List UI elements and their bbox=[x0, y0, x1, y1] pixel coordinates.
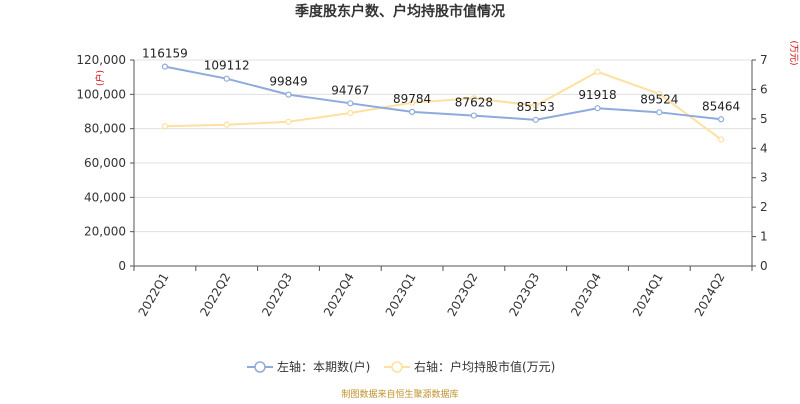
x-axis-tick-label: 2022Q2 bbox=[197, 271, 233, 319]
left-axis-tick-label: 100,000 bbox=[76, 87, 126, 101]
source-note: 制图数据来自恒生聚源数据库 bbox=[341, 388, 458, 400]
left-axis-unit: (户) bbox=[94, 70, 106, 86]
point-avg-value bbox=[594, 68, 601, 75]
data-label: 91918 bbox=[578, 88, 616, 102]
left-axis-tick-label: 60,000 bbox=[84, 156, 126, 170]
point-avg-value bbox=[161, 123, 168, 130]
legend-label-avg-value: 右轴：户均持股市值(万元) bbox=[414, 359, 555, 374]
legend-marker bbox=[254, 361, 266, 373]
x-axis-tick-label: 2023Q1 bbox=[383, 271, 419, 319]
left-axis-tick-label: 120,000 bbox=[76, 53, 126, 67]
x-axis-tick-label: 2022Q4 bbox=[321, 271, 357, 319]
right-axis-tick-label: 6 bbox=[760, 82, 768, 96]
right-axis-tick-label: 2 bbox=[760, 200, 768, 214]
data-label: 94767 bbox=[331, 83, 369, 97]
right-axis-tick-label: 5 bbox=[760, 112, 768, 126]
data-label: 85153 bbox=[517, 100, 555, 114]
point-holders bbox=[409, 108, 416, 115]
point-holders bbox=[223, 75, 230, 82]
x-axis-tick-label: 2024Q1 bbox=[630, 271, 666, 319]
series-line-avg-value bbox=[164, 70, 722, 141]
right-axis-unit: (万元) bbox=[788, 40, 798, 65]
left-axis-tick-label: 80,000 bbox=[84, 122, 126, 136]
right-axis-tick-label: 1 bbox=[760, 230, 768, 244]
point-holders bbox=[656, 109, 663, 116]
data-label: 87628 bbox=[455, 96, 493, 110]
point-holders bbox=[594, 105, 601, 112]
left-axis-tick-label: 0 bbox=[118, 259, 126, 273]
data-label: 116159 bbox=[142, 47, 188, 61]
right-axis-tick-label: 3 bbox=[760, 171, 768, 185]
chart-title: 季度股东户数、户均持股市值情况 bbox=[294, 3, 505, 20]
data-label: 85464 bbox=[702, 99, 740, 113]
point-avg-value bbox=[717, 136, 725, 143]
point-avg-value bbox=[656, 90, 663, 97]
point-avg-value bbox=[347, 109, 354, 117]
point-avg-value bbox=[470, 95, 477, 102]
x-axis-tick-label: 2024Q2 bbox=[692, 271, 728, 319]
point-avg-value bbox=[285, 118, 292, 125]
data-label: 89524 bbox=[640, 92, 678, 106]
right-axis-tick-label: 0 bbox=[760, 259, 768, 273]
point-holders bbox=[470, 112, 477, 119]
point-holders bbox=[285, 91, 292, 98]
left-axis-tick-label: 40,000 bbox=[84, 190, 126, 204]
legend-label-holders: 左轴：本期数(户) bbox=[277, 359, 370, 374]
right-axis-tick-label: 7 bbox=[760, 53, 768, 67]
point-holders bbox=[717, 116, 725, 123]
point-avg-value bbox=[223, 121, 230, 128]
point-holders bbox=[532, 116, 539, 123]
x-axis-tick-label: 2022Q3 bbox=[259, 271, 295, 319]
left-axis-tick-label: 20,000 bbox=[84, 225, 126, 239]
x-axis-tick-label: 2023Q3 bbox=[506, 271, 542, 319]
right-axis-tick-label: 4 bbox=[760, 141, 768, 155]
legend-marker bbox=[391, 361, 403, 373]
data-label: 89784 bbox=[393, 92, 431, 106]
point-holders bbox=[347, 100, 354, 107]
x-axis-tick-label: 2022Q1 bbox=[136, 271, 172, 319]
data-label: 109112 bbox=[204, 59, 250, 73]
x-axis-tick-label: 2023Q4 bbox=[568, 271, 604, 319]
point-holders bbox=[161, 63, 168, 70]
x-axis-tick-label: 2023Q2 bbox=[445, 271, 481, 319]
data-label: 99849 bbox=[269, 75, 307, 89]
point-avg-value bbox=[532, 102, 539, 109]
series-line-holders bbox=[164, 65, 722, 121]
point-avg-value bbox=[409, 99, 416, 106]
